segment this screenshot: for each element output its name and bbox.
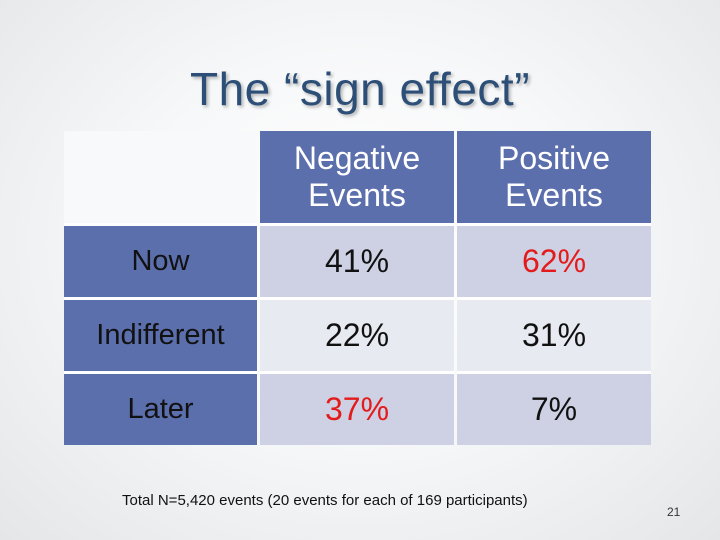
table-row-later: Later 37% 7% [64,374,651,445]
column-header-line: Negative [293,140,421,176]
row-label: Now [64,226,257,300]
slide-number: 21 [667,505,681,519]
column-header-line: Positive [497,140,611,176]
table-cell: 22% [260,300,454,374]
row-label: Later [64,374,257,445]
table-row-indifferent: Indifferent 22% 31% [64,300,651,374]
table-cell-highlighted: 62% [457,226,651,300]
table-cell: 41% [260,226,454,300]
row-label: Indifferent [64,300,257,374]
sign-effect-table: Negative Events Positive Events Now 41% … [61,131,654,445]
table-row-now: Now 41% 62% [64,226,651,300]
column-header-line: Events [308,177,406,213]
table-header-row: Negative Events Positive Events [64,131,651,226]
footnote: Total N=5,420 events (20 events for each… [122,492,528,509]
column-header-positive-events: Positive Events [457,131,651,226]
table-corner-cell [64,131,257,226]
table-cell: 7% [457,374,651,445]
table-cell-highlighted: 37% [260,374,454,445]
column-header-negative-events: Negative Events [260,131,454,226]
table-cell: 31% [457,300,651,374]
slide-title: The “sign effect” [189,63,531,115]
column-header-line: Events [505,177,603,213]
